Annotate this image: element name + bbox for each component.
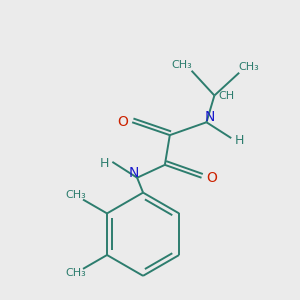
Text: N: N bbox=[204, 110, 214, 124]
Text: CH: CH bbox=[218, 91, 234, 100]
Text: H: H bbox=[235, 134, 244, 147]
Text: N: N bbox=[129, 166, 139, 180]
Text: CH₃: CH₃ bbox=[65, 268, 86, 278]
Text: O: O bbox=[206, 171, 217, 185]
Text: H: H bbox=[100, 158, 109, 170]
Text: O: O bbox=[117, 115, 128, 129]
Text: CH₃: CH₃ bbox=[65, 190, 86, 200]
Text: CH₃: CH₃ bbox=[239, 62, 260, 72]
Text: CH₃: CH₃ bbox=[171, 60, 192, 70]
